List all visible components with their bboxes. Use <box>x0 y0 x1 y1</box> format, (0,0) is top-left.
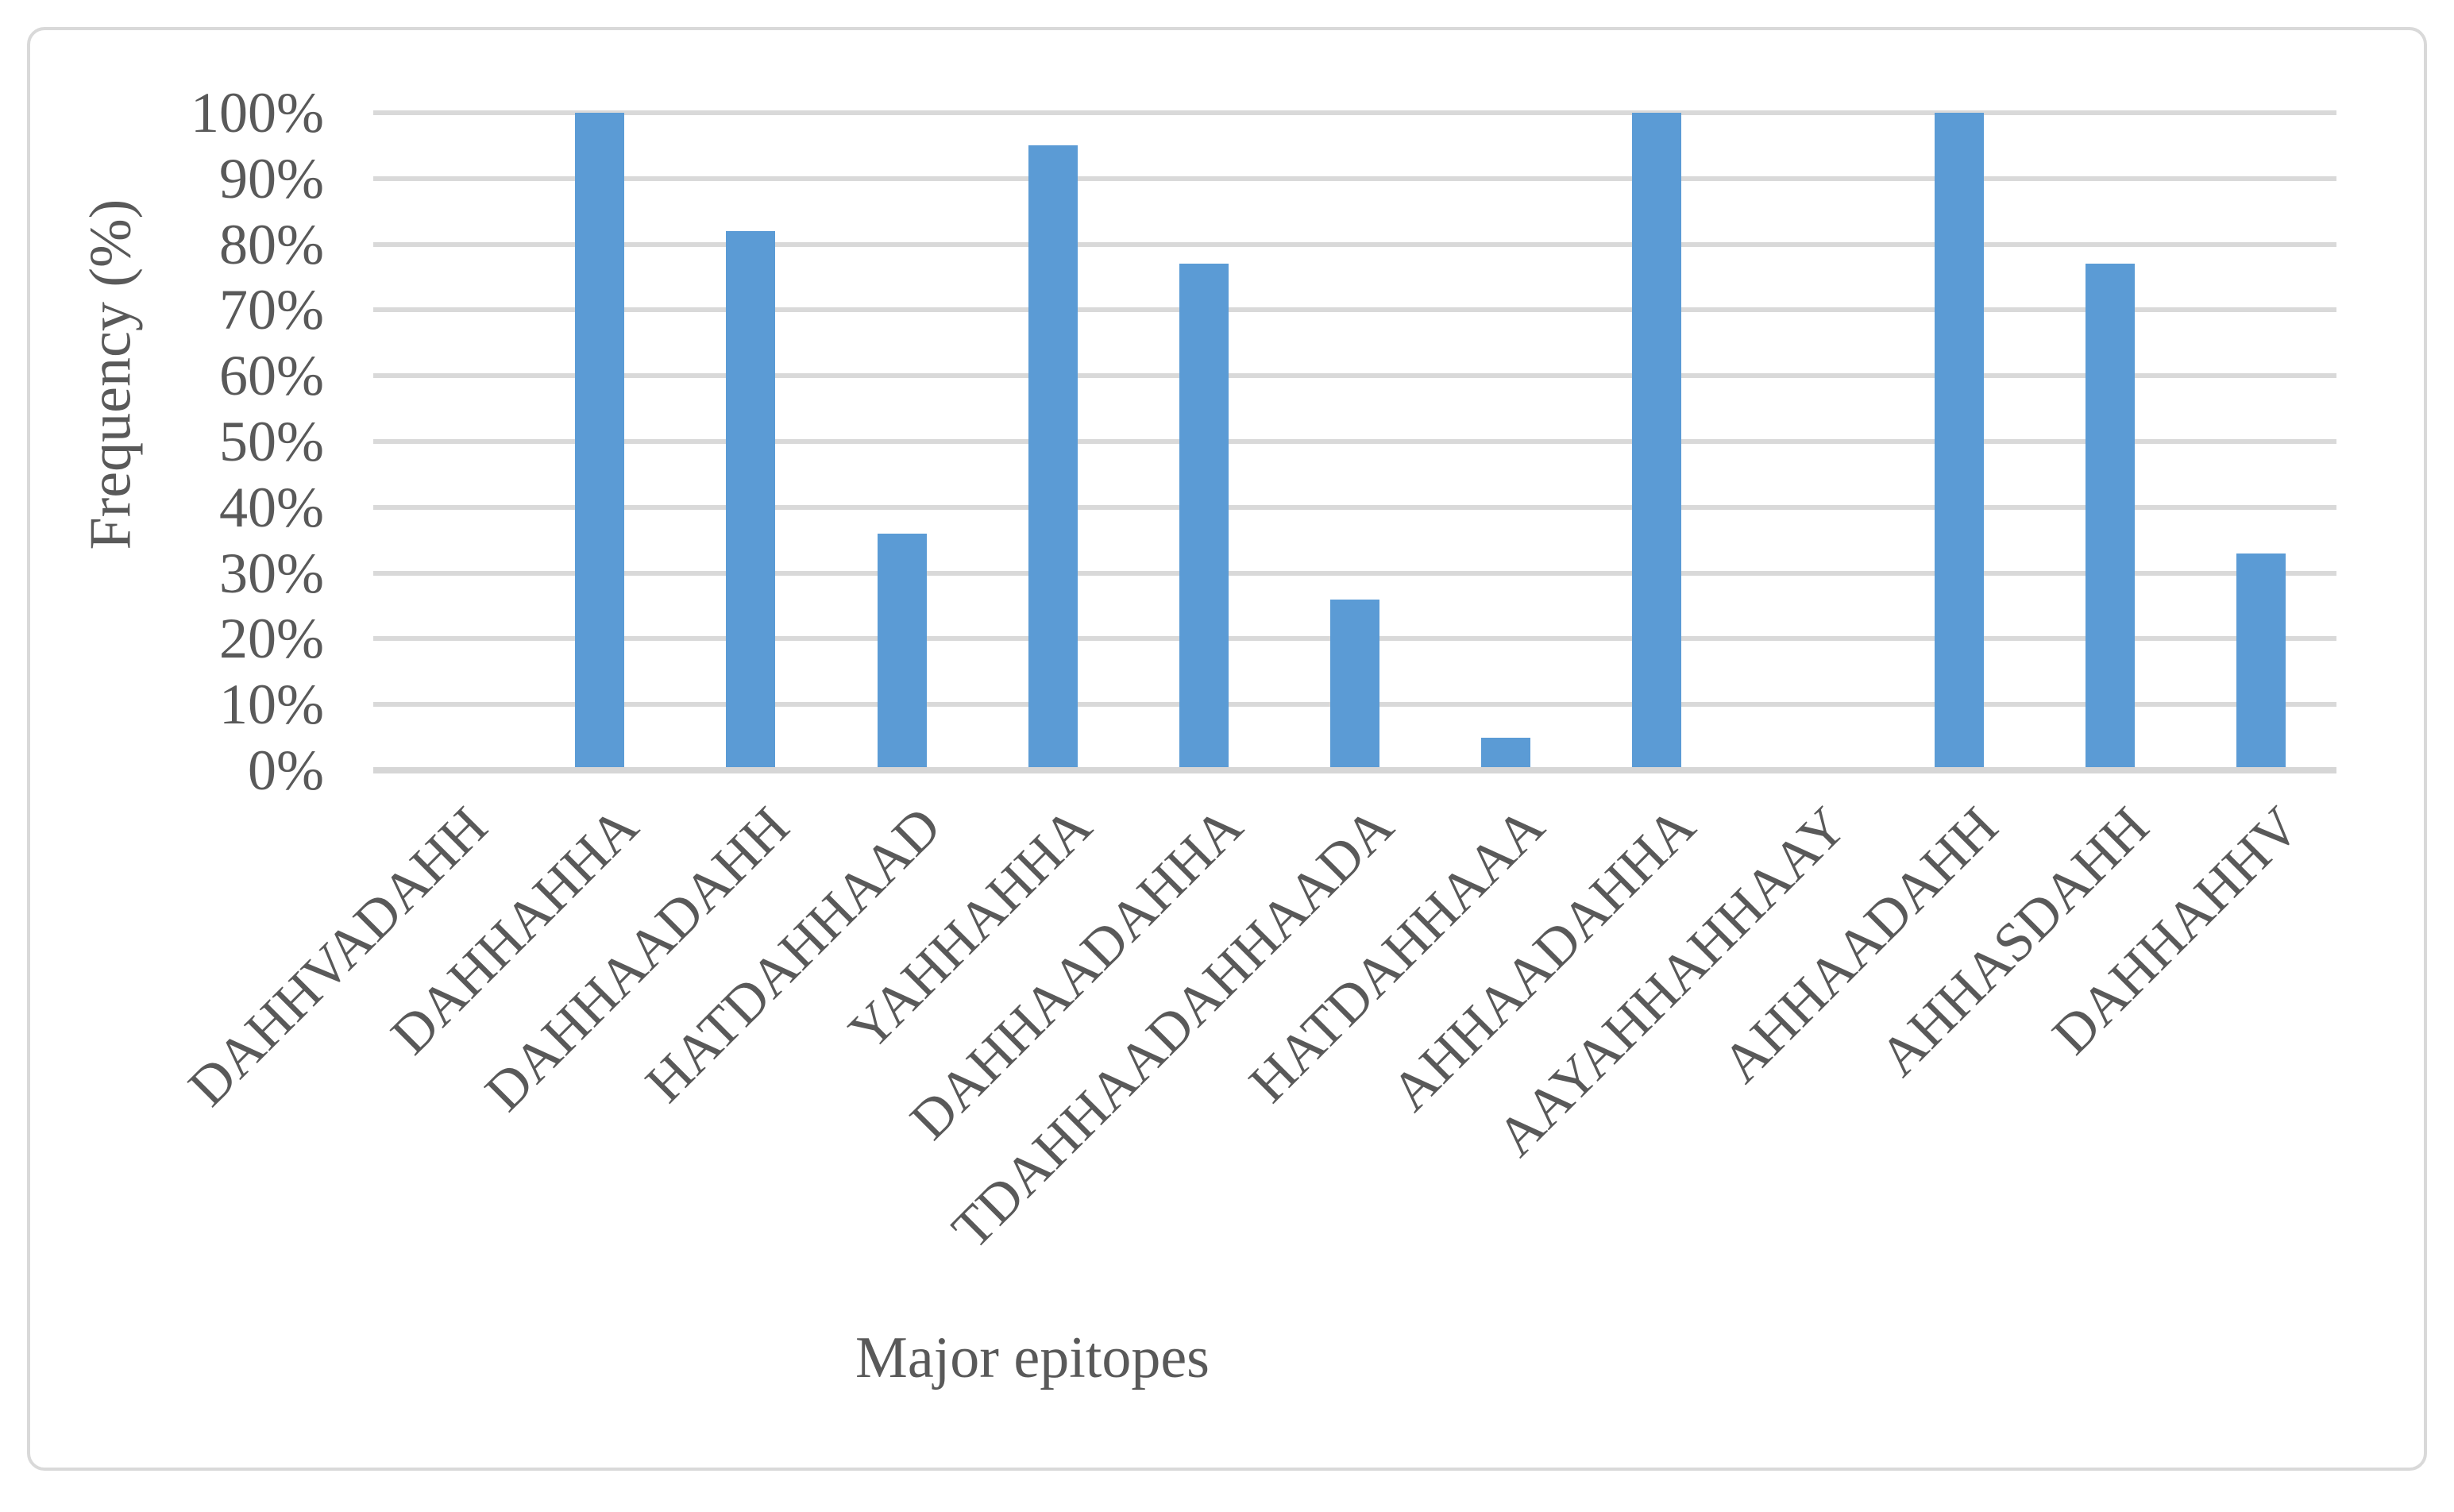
bar-HATDAHHAAA <box>1481 738 1530 770</box>
bar-DAHHAADAHH <box>726 231 775 770</box>
y-tick-label: 100% <box>191 81 324 145</box>
bar-AHHASDAHH <box>2086 264 2135 770</box>
x-axis-line <box>373 767 2336 773</box>
y-tick-label: 60% <box>219 344 324 407</box>
plot-area <box>373 110 2336 773</box>
y-tick-label: 40% <box>219 476 324 539</box>
bar-DAHHAHHV <box>2236 554 2286 770</box>
gridline <box>373 373 2336 378</box>
x-axis-title: Major epitopes <box>855 1325 1210 1390</box>
bar-DAHHAADAHHA <box>1179 264 1229 770</box>
y-tick-label: 70% <box>219 278 324 341</box>
gridline <box>373 439 2336 444</box>
y-tick-label: 50% <box>219 410 324 473</box>
gridline <box>373 242 2336 247</box>
y-tick-label: 10% <box>219 673 324 736</box>
y-tick-label: 90% <box>219 147 324 210</box>
y-tick-label: 20% <box>219 607 324 670</box>
gridline <box>373 176 2336 181</box>
bar-HATDAHHAAD <box>878 534 927 770</box>
bar-AHHAADAHHA <box>1632 113 1681 770</box>
gridline <box>373 571 2336 576</box>
bar-TDAHHAADAHHAADA <box>1330 600 1379 770</box>
y-tick-label: 0% <box>248 739 324 802</box>
bar-DAHHAHHA <box>575 113 624 770</box>
y-tick-label: 30% <box>219 542 324 605</box>
y-tick-label: 80% <box>219 213 324 276</box>
bar-YAHHAHHA <box>1028 145 1078 770</box>
gridline <box>373 110 2336 115</box>
gridline <box>373 505 2336 510</box>
bar-AHHAADAHH <box>1935 113 1984 770</box>
gridline <box>373 307 2336 312</box>
